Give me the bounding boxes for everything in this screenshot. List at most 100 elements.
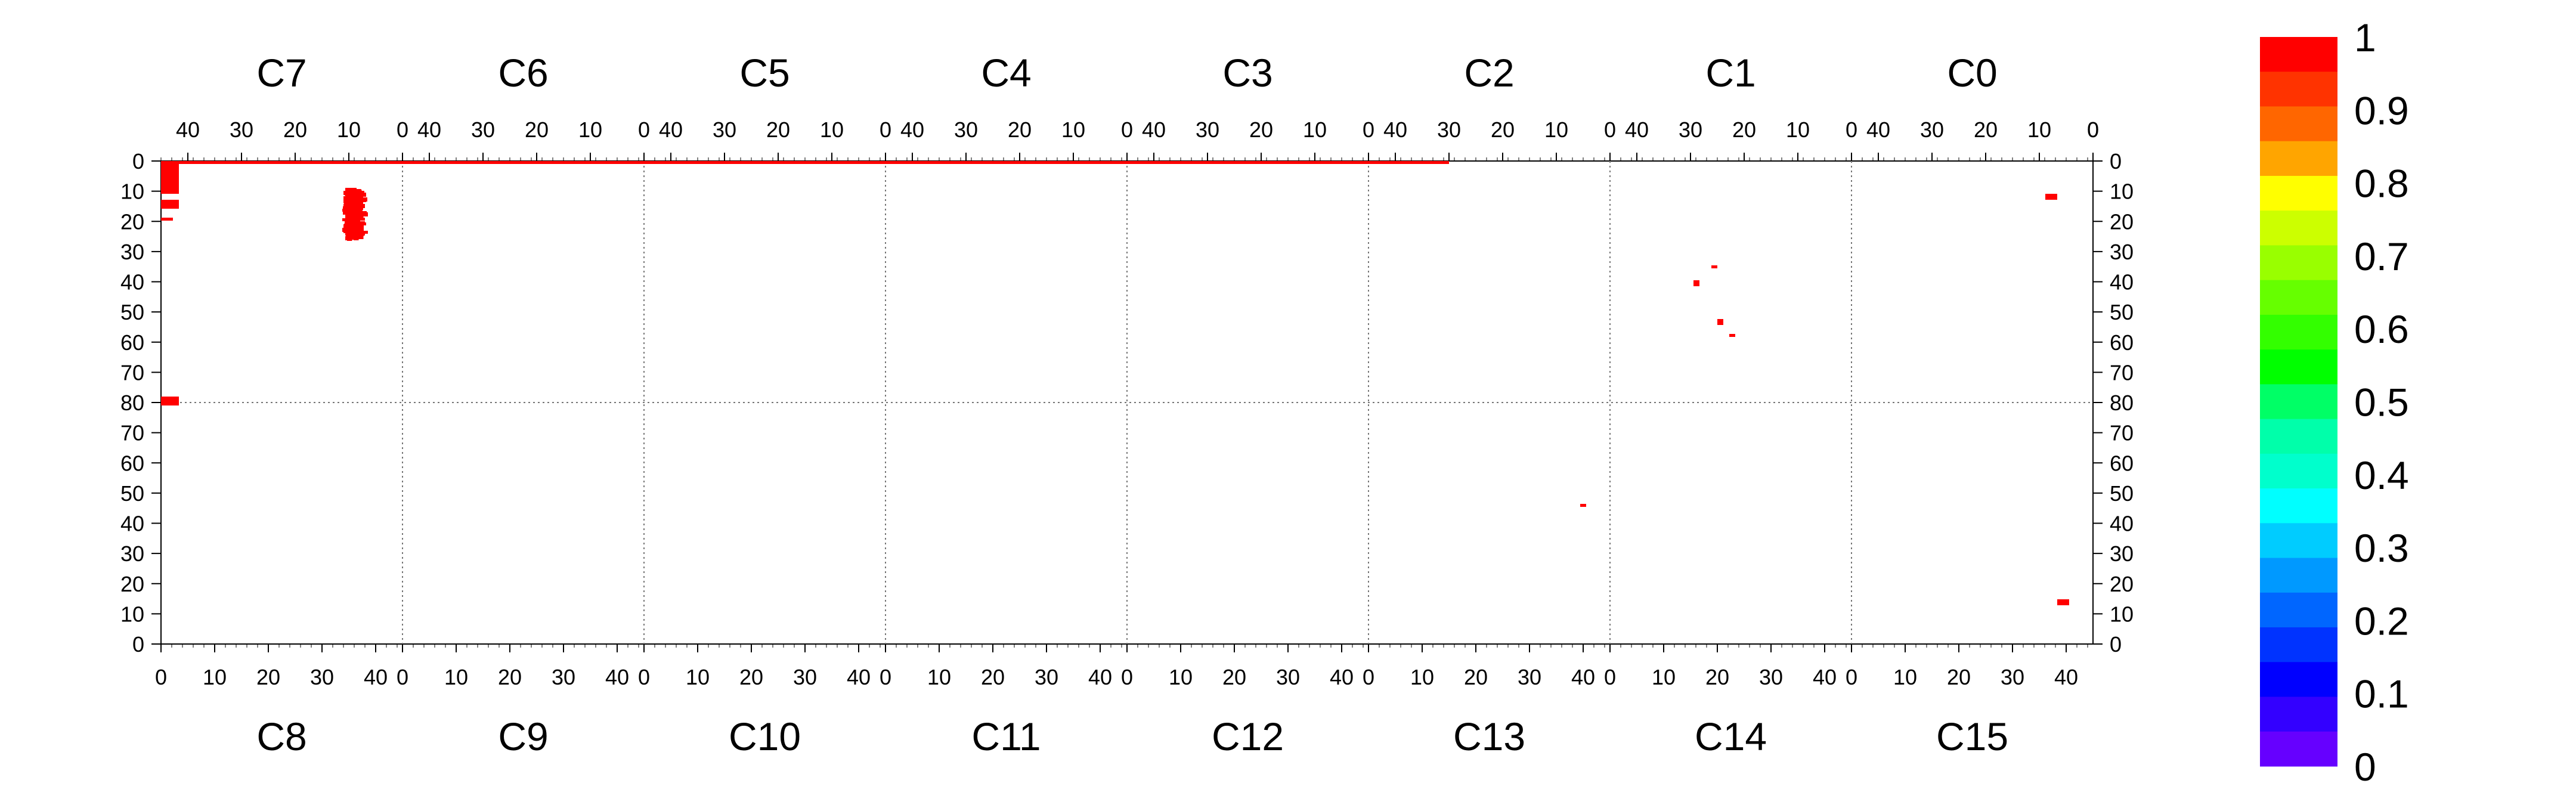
y-tick-label-left: 20 (120, 209, 144, 234)
x-tick-label-top: 10 (1786, 117, 1810, 142)
colorbar-segment (2260, 731, 2337, 767)
panel-title-top: C2 (1464, 51, 1514, 95)
colorbar-tick-label: 0.2 (2354, 599, 2409, 643)
colorbar-segment (2260, 627, 2337, 663)
heatmap-cell-scatter (352, 234, 362, 237)
panel-title-bottom: C8 (256, 714, 306, 759)
heatmap-cell (161, 397, 179, 405)
x-tick-label-bottom: 0 (638, 665, 650, 689)
x-tick-label-bottom: 10 (927, 665, 951, 689)
heatmap-cell-scatter (355, 204, 365, 208)
x-tick-label-bottom: 40 (1571, 665, 1595, 689)
y-tick-label-left: 30 (120, 541, 144, 566)
x-tick-label-bottom: 10 (203, 665, 227, 689)
y-tick-label-right: 20 (2110, 572, 2134, 596)
x-tick-label-top: 20 (283, 117, 307, 142)
heatmap-cell-scatter (342, 218, 348, 221)
x-tick-label-bottom: 0 (397, 665, 408, 689)
heatmap-cell-scatter (356, 202, 361, 206)
y-tick-label-right: 0 (2110, 149, 2122, 174)
x-tick-label-top: 0 (2087, 117, 2099, 142)
heatmap-cell (1717, 319, 1723, 325)
x-tick-label-bottom: 0 (1604, 665, 1616, 689)
heatmap-cell-scatter (346, 199, 356, 202)
x-tick-label-top: 10 (1544, 117, 1568, 142)
heatmap-cell-scatter (348, 230, 353, 233)
x-tick-label-top: 30 (1920, 117, 1944, 142)
y-tick-label-left: 10 (120, 602, 144, 626)
x-tick-label-bottom: 30 (1518, 665, 1541, 689)
y-tick-label-right: 70 (2110, 360, 2134, 385)
colorbar-segment (2260, 523, 2337, 559)
x-tick-label-top: 30 (230, 117, 253, 142)
x-tick-label-top: 40 (417, 117, 441, 142)
y-tick-label-left: 40 (120, 270, 144, 295)
panel-title-bottom: C11 (971, 714, 1041, 759)
colorbar-segment (2260, 141, 2337, 177)
x-tick-label-bottom: 0 (880, 665, 891, 689)
x-tick-label-bottom: 10 (1410, 665, 1434, 689)
x-tick-label-bottom: 20 (739, 665, 763, 689)
x-tick-label-top: 30 (954, 117, 978, 142)
panel-title-bottom: C14 (1695, 714, 1767, 759)
y-tick-label-right: 60 (2110, 451, 2134, 475)
x-tick-label-top: 30 (1679, 117, 1702, 142)
x-tick-label-bottom: 30 (310, 665, 334, 689)
heatmap-cell-scatter (350, 212, 355, 216)
x-tick-label-bottom: 20 (1705, 665, 1729, 689)
x-tick-label-bottom: 30 (793, 665, 817, 689)
heatmap-cell-scatter (353, 207, 363, 210)
heatmap-cell-scatter (358, 212, 368, 216)
colorbar-tick-label: 0.7 (2354, 234, 2409, 278)
colorbar-segment (2260, 72, 2337, 107)
panel-title-top: C5 (739, 51, 789, 95)
x-tick-label-top: 10 (1061, 117, 1085, 142)
x-tick-label-top: 10 (337, 117, 361, 142)
x-tick-label-top-end: 0 (2087, 117, 2099, 142)
x-tick-label-bottom: 30 (1035, 665, 1058, 689)
heatmap-cell (1354, 161, 1449, 164)
heatmap-cell-scatter (342, 228, 348, 232)
x-tick-label-bottom: 20 (981, 665, 1005, 689)
x-tick-label-top: 0 (1846, 117, 1857, 142)
heatmap-cell-scatter (351, 202, 356, 205)
colorbar-tick-label: 0.1 (2354, 672, 2409, 716)
x-tick-label-top: 20 (766, 117, 790, 142)
x-tick-label-top: 20 (1732, 117, 1756, 142)
x-tick-label-bottom: 0 (1363, 665, 1374, 689)
x-tick-label-bottom: 20 (1222, 665, 1246, 689)
colorbar-segment (2260, 280, 2337, 315)
x-tick-label-top: 0 (397, 117, 408, 142)
heatmap-cell-scatter (351, 224, 357, 228)
x-tick-label-top: 40 (1383, 117, 1407, 142)
x-tick-label-top: 0 (880, 117, 891, 142)
x-tick-label-bottom: 40 (847, 665, 871, 689)
y-tick-label-left: 50 (120, 481, 144, 506)
colorbar-segment (2260, 349, 2337, 385)
panel-title-bottom: C15 (1936, 714, 2008, 759)
x-tick-label-top: 0 (638, 117, 650, 142)
colorbar-tick-label: 0.6 (2354, 307, 2409, 351)
x-tick-label-bottom: 30 (1276, 665, 1300, 689)
heatmap-cell-scatter (350, 218, 360, 222)
heatmap-cell-scatter (343, 206, 348, 209)
x-tick-label-top: 40 (659, 117, 683, 142)
heatmap-cell-scatter (346, 233, 352, 237)
colorbar-segment (2260, 662, 2337, 698)
x-tick-label-bottom: 10 (1169, 665, 1193, 689)
x-tick-label-bottom: 30 (552, 665, 575, 689)
x-tick-label-bottom: 40 (364, 665, 388, 689)
y-tick-label-right: 50 (2110, 481, 2134, 506)
heatmap-cell-scatter (351, 190, 356, 194)
heatmap-cell-scatter (354, 224, 364, 228)
y-tick-label-left: 10 (120, 179, 144, 204)
x-tick-label-top: 0 (1604, 117, 1616, 142)
x-tick-label-top: 0 (1121, 117, 1133, 142)
x-tick-label-bottom: 40 (605, 665, 629, 689)
y-tick-label-left: 60 (120, 330, 144, 355)
y-tick-label-right: 80 (2110, 391, 2134, 415)
heatmap-cell (2045, 194, 2057, 200)
x-tick-label-bottom: 0 (1121, 665, 1133, 689)
heatmap-cell (1580, 504, 1586, 507)
colorbar-segment (2260, 314, 2337, 350)
